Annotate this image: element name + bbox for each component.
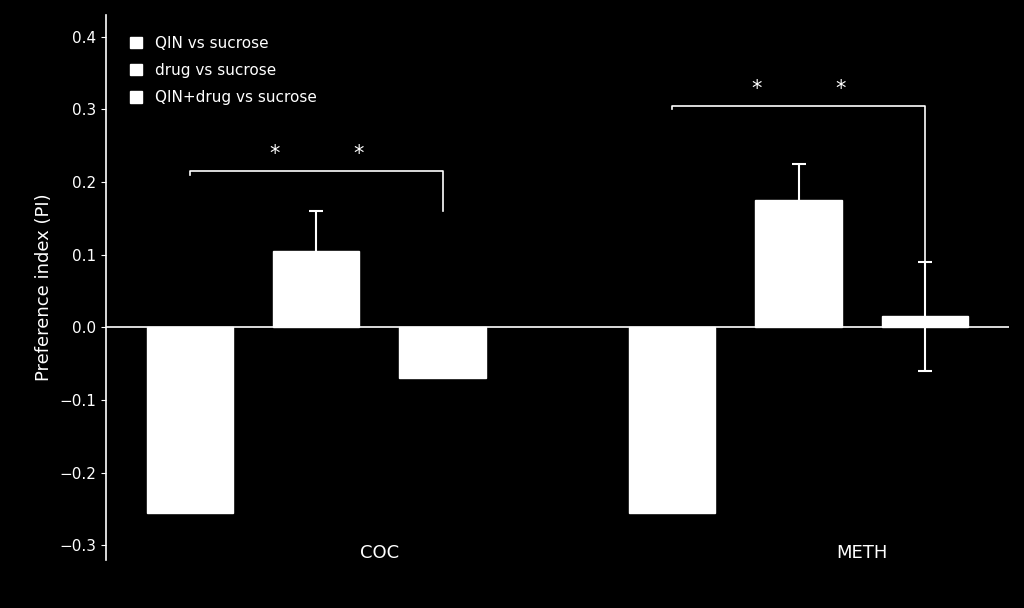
- Bar: [399, 327, 485, 378]
- Bar: [756, 200, 842, 327]
- Text: *: *: [836, 78, 846, 98]
- Text: METH: METH: [836, 544, 888, 562]
- Text: COC: COC: [359, 544, 399, 562]
- Bar: [882, 317, 968, 327]
- Y-axis label: Preference index (PI): Preference index (PI): [36, 193, 53, 381]
- Bar: [146, 327, 232, 513]
- Text: *: *: [269, 144, 280, 164]
- Text: *: *: [353, 144, 364, 164]
- Bar: [629, 327, 716, 513]
- Text: *: *: [752, 78, 762, 98]
- Bar: [273, 251, 359, 327]
- Legend: QIN vs sucrose, drug vs sucrose, QIN+drug vs sucrose: QIN vs sucrose, drug vs sucrose, QIN+dru…: [123, 28, 324, 113]
